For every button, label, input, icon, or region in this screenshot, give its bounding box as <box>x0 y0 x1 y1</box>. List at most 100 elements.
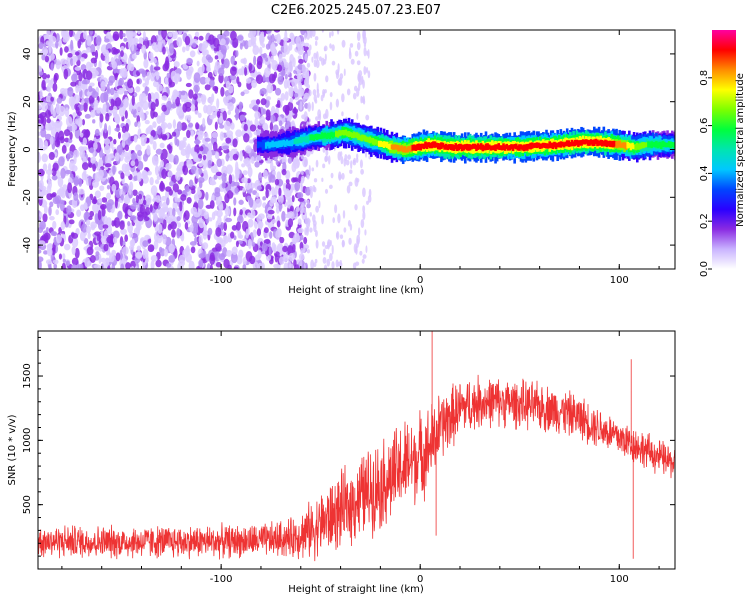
spectrogram-noise-cell <box>226 130 234 138</box>
spectrogram-noise-cell <box>70 39 74 51</box>
spectrogram-noise-cell <box>128 184 132 195</box>
spectrogram-noise-cell <box>48 205 52 216</box>
spectrogram-noise-cell <box>172 183 180 193</box>
spectrogram-noise-cell <box>83 211 90 222</box>
spectrogram-noise-cell <box>236 35 244 41</box>
spectrogram-noise-cell <box>208 34 215 45</box>
spectrogram-signal-cell <box>478 144 481 150</box>
spectrogram-noise-cell <box>168 42 175 54</box>
spectrogram-noise-cell <box>221 181 226 189</box>
spectrogram-noise-cell <box>188 89 194 99</box>
spectrogram-signal-cell <box>282 139 286 146</box>
spectrogram-noise-cell <box>38 42 44 50</box>
spectrogram-noise-cell <box>41 72 48 80</box>
spectrogram-noise-cell <box>310 259 315 269</box>
spectrogram-noise-cell <box>194 110 199 115</box>
spectrogram-noise-cell <box>207 227 213 236</box>
spectrogram-noise-cell <box>55 59 61 70</box>
spectrogram-noise-cell <box>326 258 331 267</box>
spectrogram-noise-cell <box>43 140 49 150</box>
spectrogram-noise-cell <box>176 121 183 132</box>
spectrogram-noise-cell <box>112 31 120 41</box>
spectrogram-noise-cell <box>60 58 67 65</box>
spectrogram-signal-cell <box>486 143 489 150</box>
spectrogram-signal-cell <box>401 146 405 153</box>
spectrogram-noise-cell <box>200 94 207 103</box>
spectrogram-noise-cell <box>154 179 160 185</box>
spectrogram-signal-cell <box>392 144 395 150</box>
spectrogram-noise-cell <box>268 73 276 84</box>
spectrogram-noise-cell <box>60 221 66 231</box>
spectrogram-noise-cell <box>337 63 340 73</box>
spectrogram-noise-cell <box>127 221 131 227</box>
spectrogram-noise-cell <box>185 82 192 88</box>
spectrogram-noise-cell <box>301 64 306 74</box>
spectrogram-signal-cell <box>422 143 426 150</box>
spectrogram-noise-cell <box>96 107 101 114</box>
spectrogram-noise-cell <box>314 40 318 46</box>
spectrogram-noise-cell <box>123 90 128 96</box>
spectrogram-signal-cell <box>444 143 448 150</box>
spectrogram-signal-cell <box>344 129 348 136</box>
spectrogram-noise-cell <box>43 42 47 48</box>
spectrogram-noise-cell <box>363 46 367 57</box>
spectrogram-noise-cell <box>252 104 259 112</box>
spectrogram-noise-cell <box>146 144 151 156</box>
spectrogram-signal-cell <box>446 144 450 151</box>
spectrogram-noise-cell <box>338 174 342 180</box>
spectrogram-signal-cell <box>409 145 413 153</box>
spectrogram-noise-cell <box>49 35 57 43</box>
spectrogram-noise-cell <box>135 144 142 152</box>
spectrogram-signal-cell <box>311 134 314 141</box>
spectrogram-noise-cell <box>309 227 313 233</box>
spectrogram-noise-cell <box>329 43 332 49</box>
spectrogram-signal-cell <box>499 145 502 150</box>
spectrogram-noise-cell <box>337 151 342 161</box>
spectrogram-noise-cell <box>67 182 73 194</box>
spectrogram-signal-cell <box>575 139 579 146</box>
spectrogram-noise-cell <box>366 50 369 56</box>
spectrogram-noise-cell <box>120 50 124 58</box>
spectrogram-noise-cell <box>272 124 279 134</box>
spectrogram-noise-cell <box>172 207 176 218</box>
spectrogram-signal-cell <box>387 143 391 150</box>
spectrogram-noise-cell <box>220 38 226 46</box>
spectrogram-noise-cell <box>109 140 114 149</box>
spectrogram-noise-cell <box>242 187 246 193</box>
snr-y-tick-label: 500 <box>22 495 33 514</box>
spectrogram-noise-cell <box>233 181 240 186</box>
spectrogram-noise-cell <box>341 93 345 103</box>
spectrogram-noise-cell <box>70 81 77 87</box>
spectrogram-noise-cell <box>276 33 281 44</box>
spectrogram-noise-cell <box>54 195 62 204</box>
spectrogram-signal-cell <box>557 142 561 148</box>
spectrogram-noise-cell <box>104 38 110 43</box>
spectrogram-noise-cell <box>262 108 266 115</box>
spectrogram-signal-cell <box>467 144 470 151</box>
spectrogram-noise-cell <box>244 66 248 77</box>
spectrogram-signal-cell <box>417 143 421 151</box>
snr-series-line <box>38 331 675 562</box>
colorbar-gradient <box>712 30 736 269</box>
spectrogram-noise-cell <box>263 227 269 234</box>
spectrogram-signal-cell <box>484 143 488 151</box>
spectrogram-noise-cell <box>142 31 146 40</box>
spectrogram-noise-cell <box>223 222 228 232</box>
spectrogram-noise-cell <box>230 122 235 130</box>
spectrogram-noise-cell <box>152 140 157 151</box>
spectrogram-noise-cell <box>299 234 304 241</box>
spectrogram-noise-cell <box>56 97 63 104</box>
spectrogram-noise-cell <box>262 122 269 133</box>
spectrogram-noise-cell <box>75 106 80 115</box>
spectrogram-noise-cell <box>325 150 329 156</box>
spectrogram-noise-cell <box>343 68 346 77</box>
spectrogram-noise-cell <box>255 192 260 199</box>
spectrogram-noise-cell <box>249 124 257 132</box>
spectrogram-signal-cell <box>261 142 265 149</box>
snr-y-tick-label: 1500 <box>22 363 33 388</box>
spectrogram-signal-cell <box>449 144 453 150</box>
spectrogram-noise-cell <box>282 245 288 253</box>
spectrogram-noise-cell <box>341 240 346 248</box>
spectrogram-noise-cell <box>325 108 329 119</box>
spectrogram-noise-cell <box>180 233 185 242</box>
